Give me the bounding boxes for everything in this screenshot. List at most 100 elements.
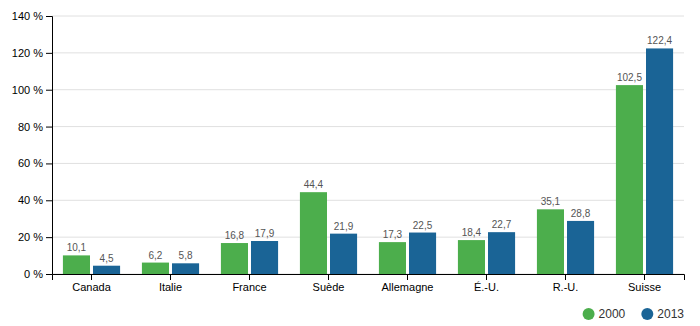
x-axis-line: [53, 275, 685, 281]
y-tick-label: 20 %: [18, 231, 43, 243]
y-tick: 140 %: [12, 10, 52, 22]
legend-swatch: [583, 308, 595, 320]
y-axis-line: [46, 17, 53, 275]
y-tick: 100 %: [12, 84, 52, 96]
y-tick: 120 %: [12, 47, 52, 59]
plot: 0 % 20 % 40 % 60 % 80 % 100 % 120 % 140 % Canada…: [12, 10, 685, 293]
y-tick: 0 %: [24, 268, 52, 280]
bar: [379, 242, 406, 274]
data-label: 6,2: [148, 250, 162, 261]
bar: [409, 233, 436, 274]
data-label: 22,7: [492, 219, 512, 230]
legend-item: 2013: [641, 307, 684, 321]
y-tick-label: 60 %: [18, 157, 43, 169]
x-tick: Suisse: [628, 274, 661, 293]
data-label: 17,9: [255, 228, 275, 239]
x-tick: É.-U.: [474, 274, 499, 293]
y-tick-mark: [46, 274, 52, 275]
data-label: 102,5: [617, 72, 642, 83]
data-label: 10,1: [67, 242, 87, 253]
grid: [52, 16, 684, 274]
data-label: 44,4: [304, 179, 324, 190]
grid-line: [52, 16, 684, 17]
bar: [567, 221, 594, 274]
x-tick-mark: [565, 274, 566, 280]
x-tick-mark: [91, 274, 92, 280]
data-label: 35,1: [541, 196, 561, 207]
y-axis: 0 % 20 % 40 % 60 % 80 % 100 % 120 % 140 %: [12, 10, 53, 280]
bar: [458, 240, 485, 274]
y-tick-mark: [46, 163, 52, 164]
legend-item: 2000: [583, 307, 626, 321]
x-tick: Allemagne: [382, 274, 434, 293]
x-tick-mark: [249, 274, 250, 280]
y-tick: 20 %: [18, 231, 52, 243]
y-tick-mark: [46, 237, 52, 238]
bar: [93, 266, 120, 274]
y-tick: 80 %: [18, 121, 52, 133]
bars: [63, 48, 673, 274]
y-tick: 40 %: [18, 194, 52, 206]
y-tick-label: 0 %: [24, 268, 43, 280]
bar: [616, 85, 643, 274]
grid-line: [52, 52, 684, 53]
chart: 0 % 20 % 40 % 60 % 80 % 100 % 120 % 140 % Canada…: [0, 0, 700, 326]
bar-series: [93, 48, 673, 274]
bar: [142, 263, 169, 274]
x-tick-label: Canada: [72, 281, 111, 293]
x-tick-label: É.-U.: [474, 281, 499, 293]
x-tick-label: R.-U.: [553, 281, 579, 293]
legend-label: 2013: [657, 307, 684, 321]
x-tick: R.-U.: [553, 274, 579, 293]
y-tick-mark: [46, 53, 52, 54]
data-label: 18,4: [462, 227, 482, 238]
grid-line: [52, 200, 684, 201]
legend: 2000 2013: [583, 307, 685, 321]
data-label: 22,5: [413, 220, 433, 231]
bar: [646, 48, 673, 274]
y-tick-mark: [46, 200, 52, 201]
x-tick-mark: [644, 274, 645, 280]
x-tick-mark: [328, 274, 329, 280]
grid-line: [52, 126, 684, 127]
bar-series: [63, 85, 643, 274]
x-tick: Canada: [72, 274, 111, 293]
bar: [63, 255, 90, 274]
grid-line: [52, 163, 684, 164]
x-tick-mark: [486, 274, 487, 280]
data-label: 122,4: [647, 35, 672, 46]
bar: [300, 192, 327, 274]
data-label: 16,8: [225, 230, 245, 241]
y-tick-label: 40 %: [18, 194, 43, 206]
x-tick: Italie: [159, 274, 182, 293]
x-tick: France: [232, 274, 266, 293]
y-tick: 60 %: [18, 157, 52, 169]
legend-label: 2000: [599, 307, 626, 321]
data-labels: 10,1 6,2 16,8 44,4 17,3 18,4 35,1 102,5 4,5 5,8 17…: [67, 35, 673, 263]
legend-swatch: [641, 308, 653, 320]
bar: [488, 232, 515, 274]
y-tick-label: 120 %: [12, 47, 43, 59]
x-tick-mark: [170, 274, 171, 280]
bar: [172, 263, 199, 274]
y-tick-mark: [46, 16, 52, 17]
bar: [251, 241, 278, 274]
data-label: 17,3: [383, 229, 403, 240]
data-label: 5,8: [179, 250, 193, 261]
data-label: 28,8: [571, 208, 591, 219]
grid-line: [52, 89, 684, 90]
y-tick-label: 140 %: [12, 10, 43, 22]
bar: [537, 209, 564, 274]
x-tick-label: Suisse: [628, 281, 661, 293]
data-label: 4,5: [100, 253, 114, 264]
bar: [221, 243, 248, 274]
y-tick-label: 100 %: [12, 84, 43, 96]
x-tick-label: France: [232, 281, 266, 293]
x-axis: Canada Italie France Suède Allemagne É.-U. R.-…: [53, 274, 685, 293]
x-tick-label: Allemagne: [382, 281, 434, 293]
x-tick: Suède: [313, 274, 345, 293]
y-tick-label: 80 %: [18, 121, 43, 133]
x-tick-label: Italie: [159, 281, 182, 293]
x-tick-mark: [407, 274, 408, 280]
x-tick-label: Suède: [313, 281, 345, 293]
